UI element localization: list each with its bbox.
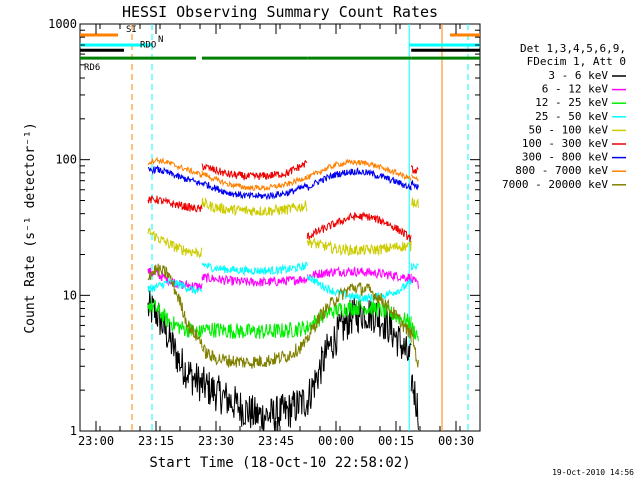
y-tick-label-3: 1000 (48, 17, 77, 31)
legend-entry-label-4: 50 - 100 keV (529, 123, 609, 136)
legend-entry-label-3: 25 - 50 keV (535, 110, 608, 123)
legend-entry-3: 25 - 50 keV (535, 110, 626, 123)
series-3-segment-0 (147, 277, 203, 295)
legend-entry-4: 50 - 100 keV (529, 123, 626, 136)
series-7-segment-1 (201, 170, 308, 192)
series-4-segment-0 (147, 228, 203, 259)
flag-label-rdo: RDO (140, 40, 156, 50)
flag-bar-si: SI (80, 25, 480, 37)
y-tick-label-2: 100 (55, 153, 77, 167)
series-1-segment-2 (306, 265, 412, 283)
series-8-segment-1 (201, 335, 308, 369)
x-tick-label-4: 00:00 (318, 434, 354, 448)
series-8 (147, 263, 419, 369)
series-6 (147, 164, 419, 201)
series-4 (147, 196, 419, 259)
series-4-segment-1 (201, 196, 308, 217)
series-4-segment-2 (306, 236, 412, 257)
legend-entry-label-5: 100 - 300 keV (522, 137, 608, 150)
series-7-segment-0 (147, 156, 203, 179)
series-8-segment-0 (147, 263, 203, 349)
x-tick-label-3: 23:45 (258, 434, 294, 448)
series-3-segment-2 (306, 274, 412, 303)
series-6-segment-3 (410, 180, 419, 191)
series-0 (147, 290, 419, 432)
series-6-segment-1 (201, 180, 308, 201)
x-tick-label-6: 00:30 (438, 434, 474, 448)
series-7-segment-2 (306, 158, 412, 181)
series-2-segment-3 (410, 322, 419, 342)
legend-entry-2: 12 - 25 keV (535, 96, 626, 109)
series-5-segment-1 (201, 159, 308, 181)
legend: Det 1,3,4,5,6,9, FDecim 1, Att 0 3 - 6 k… (502, 42, 626, 191)
x-tick-label-0: 23:00 (78, 434, 114, 448)
vertical-markers (131, 24, 469, 431)
flag-label-rd6: RD6 (84, 63, 100, 73)
series-8-segment-2 (306, 282, 412, 343)
legend-entry-6: 300 - 800 keV (522, 151, 626, 164)
y-tick-label-0: 1 (70, 424, 77, 438)
series-3-segment-1 (201, 261, 308, 276)
x-axis-label: Start Time (18-Oct-10 22:58:02) (149, 455, 410, 471)
series-8-segment-3 (410, 326, 419, 368)
flag-label-si: SI (126, 25, 137, 35)
legend-entry-7: 800 - 7000 keV (515, 164, 626, 177)
series-6-segment-0 (147, 164, 203, 187)
series-5 (147, 159, 419, 243)
legend-header-line-2: FDecim 1, Att 0 (527, 55, 626, 68)
legend-entry-5: 100 - 300 keV (522, 137, 626, 150)
series-0-segment-0 (147, 290, 203, 402)
series-0-segment-1 (201, 366, 308, 432)
series-5-segment-3 (410, 164, 419, 174)
flag-label-n: N (158, 35, 163, 45)
series-3 (147, 261, 419, 303)
plot-frame (79, 23, 481, 432)
legend-entry-label-1: 6 - 12 keV (542, 83, 609, 96)
series-layer (147, 156, 419, 432)
axes: 23:00 23:15 23:30 23:45 00:00 00:15 00:30 1 10 10… (48, 17, 481, 448)
series-7 (147, 156, 419, 192)
series-6-segment-2 (306, 167, 412, 191)
y-axis-label: Count Rate (s⁻¹ detector⁻¹) (23, 122, 38, 333)
legend-entry-8: 7000 - 20000 keV (502, 178, 626, 191)
chart-title: HESSI Observing Summary Count Rates (122, 3, 438, 21)
series-1-segment-3 (410, 276, 419, 289)
legend-entry-label-0: 3 - 6 keV (548, 69, 608, 82)
footer-timestamp: 19-Oct-2010 14:56 (552, 468, 634, 477)
series-1-segment-1 (201, 272, 308, 287)
series-5-segment-2 (306, 211, 412, 243)
series-3-segment-3 (410, 262, 419, 271)
legend-entry-label-7: 800 - 7000 keV (515, 164, 608, 177)
series-5-segment-0 (147, 195, 203, 213)
series-4-segment-3 (410, 197, 419, 209)
flag-bar-n: N (80, 35, 480, 47)
legend-entry-0: 3 - 6 keV (548, 69, 626, 82)
x-tick-label-5: 00:15 (378, 434, 414, 448)
flag-bar-rdo: RDO (80, 40, 480, 52)
legend-entry-label-8: 7000 - 20000 keV (502, 178, 608, 191)
series-7-segment-3 (410, 174, 419, 182)
legend-entry-label-2: 12 - 25 keV (535, 96, 608, 109)
x-tick-label-1: 23:15 (138, 434, 174, 448)
series-0-segment-3 (410, 374, 419, 430)
flag-bar-rd6: RD6 (80, 56, 480, 73)
legend-entry-1: 6 - 12 keV (542, 83, 626, 96)
x-tick-label-2: 23:30 (198, 434, 234, 448)
legend-entry-label-6: 300 - 800 keV (522, 151, 608, 164)
series-2-segment-1 (201, 320, 308, 340)
legend-header-line-1: Det 1,3,4,5,6,9, (520, 42, 626, 55)
series-1 (147, 265, 419, 291)
series-2-segment-0 (147, 299, 203, 340)
y-tick-label-1: 10 (63, 288, 77, 302)
